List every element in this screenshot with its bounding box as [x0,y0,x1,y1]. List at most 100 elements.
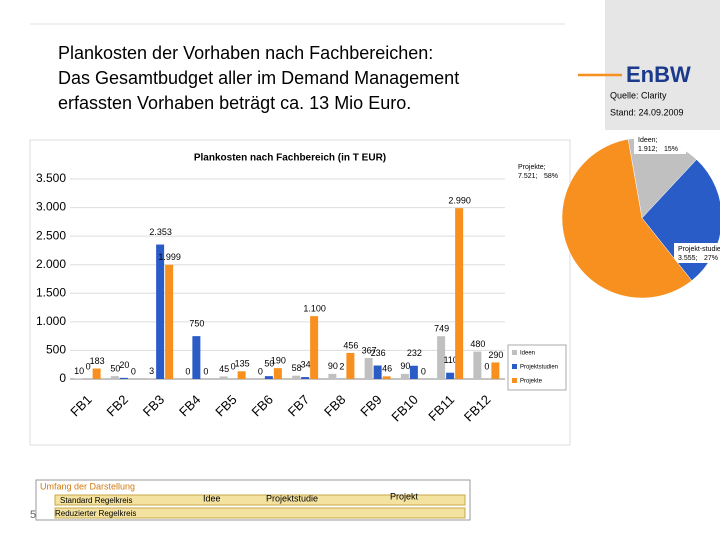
legend-label: Ideen [520,351,535,357]
data-label: 236 [371,348,386,358]
chart-title: Plankosten nach Fachbereich (in T EUR) [194,153,386,164]
data-label: 290 [488,350,503,360]
data-label: 0 [421,366,426,376]
bar [473,351,482,379]
bar [328,373,337,379]
legend-label: Projektstudien [520,365,558,371]
pie-label: Projekt-studien; [678,246,720,253]
bar [165,264,174,379]
bar [110,376,119,379]
bar [237,371,246,379]
y-tick-label: 2.500 [36,228,66,242]
bar [92,368,101,379]
pie-label-box [514,161,566,181]
data-label: 2.353 [149,227,172,237]
data-label: 46 [382,364,392,374]
data-label: 183 [90,356,105,366]
data-label: 0 [185,366,190,376]
pie-label-box [634,134,686,154]
data-label: 135 [235,359,250,369]
pie-label-box [674,243,720,263]
slide-title-line: erfassten Vorhaben beträgt ca. 13 Mio Eu… [58,93,411,113]
logo: EnBW [626,62,691,87]
y-tick-label: 1.500 [36,285,66,299]
date: Stand: 24.09.2009 [610,107,684,117]
bar [409,365,418,379]
bar [310,316,319,379]
data-label: 45 [219,364,229,374]
data-label: 110 [443,355,457,365]
y-tick-label: 3.000 [36,200,66,214]
data-label: 90 [328,361,338,371]
legend-swatch [512,378,517,383]
pie-label: Ideen; [638,137,658,144]
pie-label: 7.521; [518,173,538,180]
data-label: 190 [271,356,286,366]
slide-title-line: Plankosten der Vorhaben nach Fachbereich… [58,43,433,63]
y-tick-label: 2.000 [36,257,66,271]
data-label: 1.999 [158,252,181,262]
pie-slice [561,138,693,299]
phase-label: Idee [203,493,221,503]
legend-swatch [512,364,517,369]
data-label: 456 [343,340,358,350]
data-label: 1.100 [303,304,326,314]
legend-swatch [512,350,517,355]
phase-label: Projekt [390,491,419,501]
data-label: 90 [400,361,410,371]
data-label: 10 [74,366,84,376]
bar [346,352,355,379]
data-label: 0 [86,361,91,371]
bar [491,362,500,379]
pie-label: 58% [544,173,558,180]
data-label: 0 [203,366,208,376]
data-label: 2.990 [448,196,471,206]
bar [364,358,373,379]
bar [437,336,446,379]
y-tick-label: 1.000 [36,314,66,328]
bar [219,376,228,379]
cycle-label: Reduzierter Regelkreis [55,509,136,518]
data-label: 20 [119,360,129,370]
slide-title-line: Das Gesamtbudget aller im Demand Managem… [58,68,459,88]
data-label: 3 [149,366,154,376]
cycle-bar [54,494,466,506]
data-label: 0 [258,366,263,376]
data-label: 0 [231,361,236,371]
pie-label: Projekte; [518,164,546,171]
data-label: 50 [110,364,120,374]
source: Quelle: Clarity [610,90,667,100]
data-label: 0 [131,366,136,376]
bar [273,368,282,379]
cycle-bar [54,507,466,519]
data-label: 749 [434,324,449,334]
bar [119,377,128,379]
data-label: 750 [189,319,204,329]
pie-label: 3.555; [678,255,698,262]
bar [192,336,201,379]
y-tick-label: 0 [59,371,66,385]
bar [373,365,382,379]
data-label: 232 [407,348,422,358]
pie-label: 1.912; [638,146,658,153]
chart-frame [29,139,571,446]
legend [507,344,567,391]
header-panel [605,0,720,130]
pie-label: 15% [664,146,678,153]
page-number: 5 [30,509,36,521]
bar [400,373,409,379]
y-tick-label: 3.500 [36,171,66,185]
phase-label: Projektstudie [266,493,318,503]
data-label: 50 [264,359,274,369]
y-tick-label: 500 [46,343,66,357]
data-label: 480 [470,339,485,349]
scope-title: Umfang der Darstellung [40,481,135,491]
bar [446,372,455,379]
bar [301,377,310,379]
pie-label: 27% [704,255,718,262]
bar [382,376,391,379]
bar [455,208,464,379]
bar [292,375,301,379]
bar [156,244,165,379]
